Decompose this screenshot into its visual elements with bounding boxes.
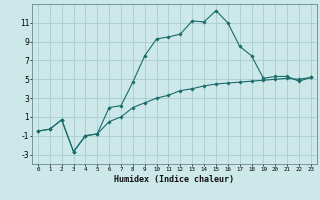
X-axis label: Humidex (Indice chaleur): Humidex (Indice chaleur) [115,175,234,184]
